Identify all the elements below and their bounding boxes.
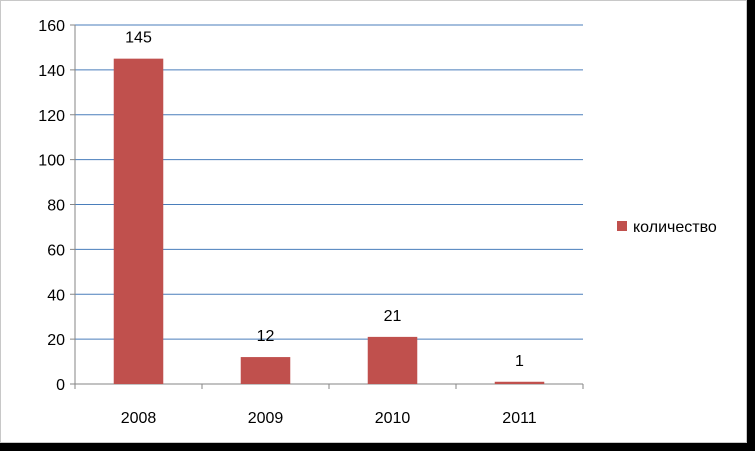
legend-label: количество [633, 219, 717, 236]
x-tick-label: 2011 [502, 410, 537, 427]
y-tick-label: 140 [38, 63, 65, 80]
y-tick-label: 160 [38, 18, 65, 35]
data-label-2011: 1 [515, 353, 524, 370]
y-tick-label: 80 [47, 198, 65, 215]
bar-2010 [367, 336, 418, 384]
y-tick-label: 40 [47, 287, 65, 304]
y-axis-ticks: 0 20 40 60 80 100 120 140 160 [38, 18, 65, 394]
y-tick-label: 100 [38, 153, 65, 170]
data-label-2008: 145 [125, 30, 152, 47]
x-tick-label: 2010 [375, 410, 411, 427]
x-tick-label: 2008 [121, 410, 157, 427]
bar-2011 [494, 381, 545, 384]
bar-2009 [240, 357, 291, 384]
legend: количество [617, 219, 717, 236]
bars [113, 58, 545, 384]
data-label-2010: 21 [384, 308, 402, 325]
y-tick-label: 60 [47, 242, 65, 259]
legend-swatch [617, 221, 627, 231]
x-axis-ticks: 2008 2009 2010 2011 [121, 410, 537, 427]
y-tick-label: 120 [38, 108, 65, 125]
bar-2008 [113, 58, 164, 384]
y-tick-label: 0 [56, 377, 65, 394]
y-tick-label: 20 [47, 332, 65, 349]
data-label-2009: 12 [257, 328, 275, 345]
data-labels: 145 12 21 1 [125, 30, 524, 370]
chart-area: 0 20 40 60 80 100 120 140 160 145 12 21 1 2008 2009 2… [0, 0, 747, 443]
x-tick-label: 2009 [248, 410, 284, 427]
